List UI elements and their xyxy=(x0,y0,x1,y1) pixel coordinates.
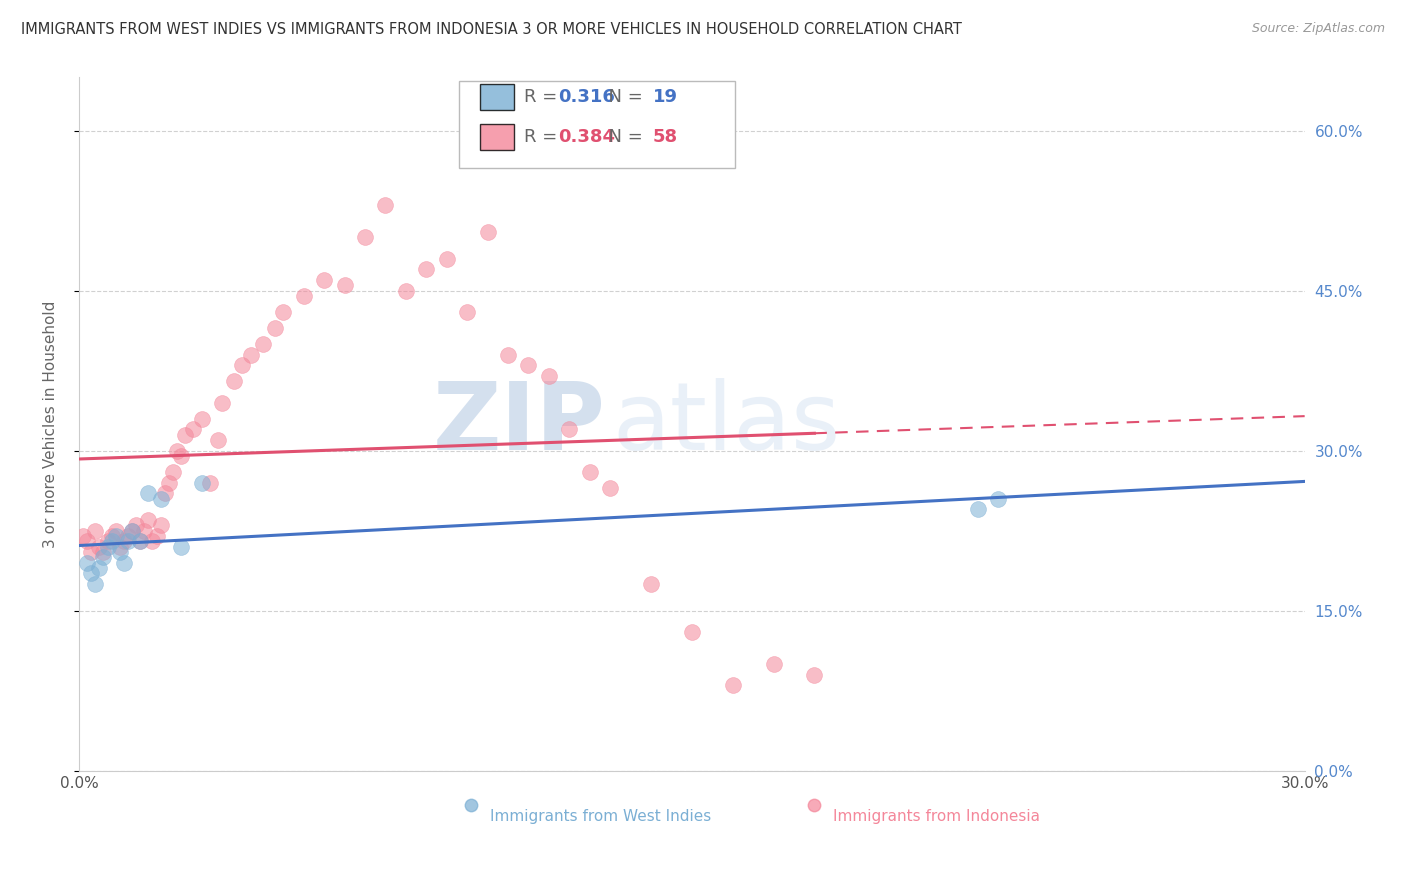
Point xyxy=(108,545,131,559)
Point xyxy=(239,348,262,362)
Point xyxy=(395,284,418,298)
Point xyxy=(415,262,437,277)
Point xyxy=(138,513,160,527)
Point xyxy=(80,566,103,581)
FancyBboxPatch shape xyxy=(479,124,515,150)
Point xyxy=(211,396,233,410)
Point xyxy=(89,561,111,575)
Point xyxy=(125,518,148,533)
Point xyxy=(537,369,560,384)
Text: atlas: atlas xyxy=(612,378,841,470)
Text: R =: R = xyxy=(524,128,562,146)
Point xyxy=(84,577,107,591)
Point xyxy=(252,337,274,351)
Point xyxy=(170,540,193,554)
Text: N =: N = xyxy=(598,88,650,106)
Point xyxy=(496,348,519,362)
Text: 58: 58 xyxy=(652,128,678,146)
Text: 19: 19 xyxy=(652,88,678,106)
Point xyxy=(271,305,294,319)
Text: Immigrants from West Indies: Immigrants from West Indies xyxy=(489,809,711,824)
Point xyxy=(721,678,744,692)
Point xyxy=(224,375,246,389)
Point xyxy=(207,433,229,447)
Point xyxy=(89,540,111,554)
Point xyxy=(517,359,540,373)
Point xyxy=(354,230,377,244)
FancyBboxPatch shape xyxy=(479,84,515,111)
Point xyxy=(333,278,356,293)
Point xyxy=(578,465,600,479)
Text: Immigrants from Indonesia: Immigrants from Indonesia xyxy=(832,809,1040,824)
Point xyxy=(145,529,167,543)
Point xyxy=(84,524,107,538)
Point xyxy=(138,486,160,500)
Point xyxy=(129,534,152,549)
Point xyxy=(117,529,139,543)
Point xyxy=(183,422,205,436)
Point xyxy=(190,475,212,490)
Text: Source: ZipAtlas.com: Source: ZipAtlas.com xyxy=(1251,22,1385,36)
Point xyxy=(129,534,152,549)
Point xyxy=(162,465,184,479)
Point xyxy=(153,486,176,500)
Point xyxy=(76,556,98,570)
Point xyxy=(93,550,115,565)
Text: N =: N = xyxy=(598,128,650,146)
Point xyxy=(104,529,127,543)
Text: 0.316: 0.316 xyxy=(558,88,614,106)
Point xyxy=(117,534,139,549)
Point xyxy=(374,198,396,212)
Point xyxy=(599,481,621,495)
Point xyxy=(112,534,135,549)
Point xyxy=(803,667,825,681)
Point xyxy=(640,577,662,591)
Point xyxy=(121,524,143,538)
Point xyxy=(134,524,156,538)
Y-axis label: 3 or more Vehicles in Household: 3 or more Vehicles in Household xyxy=(44,301,58,548)
Point xyxy=(112,556,135,570)
Point xyxy=(190,411,212,425)
Text: R =: R = xyxy=(524,88,562,106)
Point xyxy=(96,540,118,554)
Point xyxy=(104,524,127,538)
Point xyxy=(231,359,253,373)
Point xyxy=(292,289,315,303)
Point xyxy=(80,545,103,559)
Point xyxy=(762,657,785,671)
Point xyxy=(100,534,122,549)
Text: 0.384: 0.384 xyxy=(558,128,616,146)
Point xyxy=(157,475,180,490)
Point xyxy=(141,534,163,549)
Point xyxy=(558,422,581,436)
Point xyxy=(76,534,98,549)
Point xyxy=(170,449,193,463)
Point xyxy=(93,545,115,559)
Point xyxy=(198,475,221,490)
Point xyxy=(72,529,94,543)
Point xyxy=(966,502,988,516)
Point xyxy=(166,443,188,458)
Point xyxy=(477,225,499,239)
Text: IMMIGRANTS FROM WEST INDIES VS IMMIGRANTS FROM INDONESIA 3 OR MORE VEHICLES IN H: IMMIGRANTS FROM WEST INDIES VS IMMIGRANT… xyxy=(21,22,962,37)
Point xyxy=(264,321,287,335)
FancyBboxPatch shape xyxy=(458,81,735,168)
Point xyxy=(149,518,172,533)
Point xyxy=(149,491,172,506)
Point xyxy=(174,427,197,442)
Point xyxy=(436,252,458,266)
Text: ZIP: ZIP xyxy=(433,378,606,470)
Point xyxy=(108,540,131,554)
Point xyxy=(100,529,122,543)
Point xyxy=(987,491,1010,506)
Point xyxy=(314,273,336,287)
Point xyxy=(96,534,118,549)
Point xyxy=(121,524,143,538)
Point xyxy=(456,305,478,319)
Point xyxy=(681,625,703,640)
